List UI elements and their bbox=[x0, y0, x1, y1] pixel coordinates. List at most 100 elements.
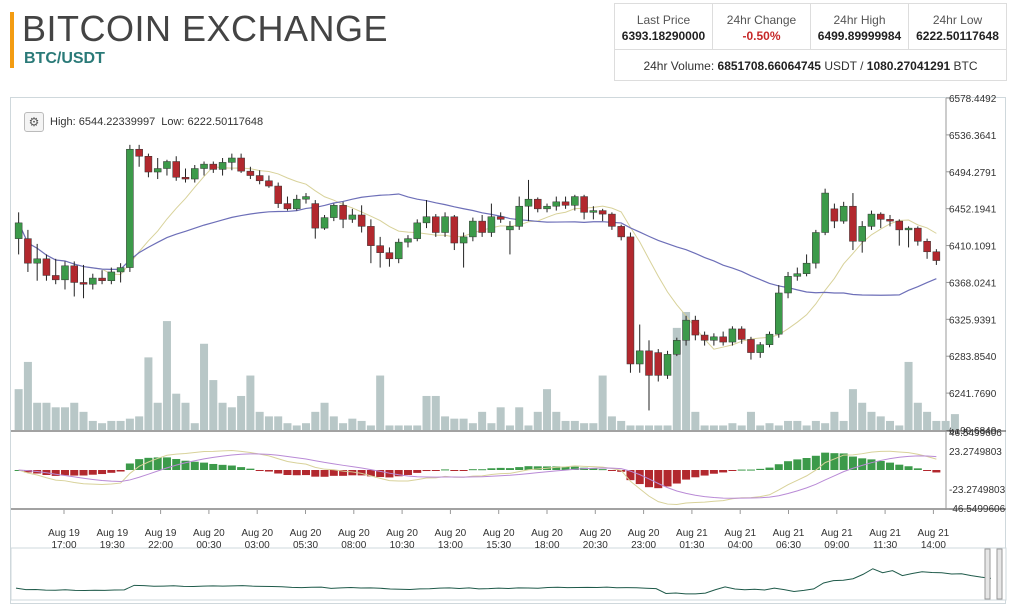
candle-body-97 bbox=[914, 227, 922, 242]
x-tick-date-16: Aug 21 bbox=[821, 528, 853, 539]
volume-bar-49 bbox=[468, 423, 477, 430]
candle-body-30 bbox=[292, 198, 301, 210]
x-tick-time-18: 14:00 bbox=[921, 540, 946, 551]
price-tick-label-3: 6452.1941 bbox=[949, 205, 997, 216]
price-tick-label-8: 6241.7690 bbox=[949, 389, 997, 400]
macd-histogram-bar-98 bbox=[923, 470, 932, 471]
candle-body-40 bbox=[385, 252, 394, 260]
volume-bar-46 bbox=[441, 416, 450, 430]
candle-body-8 bbox=[89, 277, 97, 285]
x-tick-time-3: 00:30 bbox=[196, 540, 221, 551]
candle-body-73 bbox=[691, 319, 700, 336]
macd-tick-label-3: -46.5499606 bbox=[949, 504, 1006, 515]
candle-body-1 bbox=[24, 238, 32, 264]
chart-high-low: ⚙ High: 6544.22339997 Low: 6222.50117648 bbox=[24, 112, 263, 132]
macd-histogram-bar-14 bbox=[144, 457, 153, 470]
macd-histogram-bar-39 bbox=[376, 470, 385, 478]
macd-histogram-bar-36 bbox=[348, 470, 357, 476]
price-tick-label-9: 6199.6840 bbox=[949, 426, 997, 437]
candle-body-91 bbox=[858, 226, 866, 242]
candle-body-24 bbox=[237, 157, 245, 172]
volume-bar-52 bbox=[496, 407, 505, 430]
volume-bar-32 bbox=[311, 411, 320, 430]
volume-bar-64 bbox=[607, 416, 616, 430]
x-tick-date-9: Aug 20 bbox=[483, 528, 515, 539]
candle-body-54 bbox=[515, 205, 523, 227]
macd-histogram-bar-69 bbox=[654, 470, 663, 489]
candle-body-25 bbox=[246, 170, 255, 176]
macd-histogram-bar-82 bbox=[774, 464, 783, 470]
volume-bar-17 bbox=[172, 393, 181, 430]
volume-bar-72 bbox=[682, 312, 691, 430]
candle-body-55 bbox=[524, 198, 533, 207]
chart-panel[interactable] bbox=[10, 97, 1006, 604]
candle-body-93 bbox=[876, 213, 885, 220]
x-tick-date-3: Aug 20 bbox=[193, 528, 225, 539]
volume-bar-25 bbox=[246, 375, 255, 430]
navigator-handle-right bbox=[996, 548, 1003, 600]
stat-volume-label: 24hr Volume: bbox=[643, 59, 715, 73]
volume-bar-77 bbox=[728, 423, 737, 430]
candle-body-76 bbox=[719, 336, 727, 343]
volume-bar-48 bbox=[459, 418, 468, 430]
gear-icon[interactable]: ⚙ bbox=[24, 112, 44, 132]
macd-histogram-bar-75 bbox=[709, 470, 718, 474]
candle-body-90 bbox=[849, 205, 857, 242]
stat-change: 24hr Change -0.50% bbox=[713, 4, 811, 49]
ma-long-line bbox=[18, 193, 937, 296]
candle-body-82 bbox=[775, 292, 783, 335]
candle-body-71 bbox=[673, 340, 681, 355]
macd-histogram-bar-86 bbox=[811, 455, 820, 470]
chart-low-label: Low: 6222.50117648 bbox=[161, 116, 264, 128]
macd-histogram-bar-85 bbox=[802, 458, 811, 470]
macd-histogram-bar-42 bbox=[403, 470, 412, 475]
candle-body-18 bbox=[181, 177, 190, 180]
x-tick-date-10: Aug 20 bbox=[531, 528, 563, 539]
volume-bar-91 bbox=[858, 402, 867, 430]
x-tick-time-11: 20:30 bbox=[583, 540, 608, 551]
macd-histogram-bar-92 bbox=[867, 459, 876, 470]
volume-bar-69 bbox=[654, 425, 663, 430]
macd-histogram-bar-96 bbox=[904, 466, 913, 470]
volume-bar-21 bbox=[209, 380, 218, 430]
volume-bar-99 bbox=[932, 420, 941, 430]
candle-body-45 bbox=[432, 216, 440, 233]
macd-line bbox=[18, 449, 937, 506]
candle-body-20 bbox=[200, 163, 208, 169]
candle-body-65 bbox=[617, 226, 625, 238]
candle-body-64 bbox=[608, 213, 616, 227]
macd-histogram-bar-6 bbox=[70, 470, 79, 476]
volume-bar-80 bbox=[756, 425, 765, 430]
candle-body-4 bbox=[51, 275, 60, 281]
volume-bar-29 bbox=[283, 423, 292, 430]
candle-body-33 bbox=[320, 217, 329, 229]
macd-histogram-bar-46 bbox=[441, 469, 450, 471]
volume-bar-81 bbox=[765, 423, 774, 430]
stat-high-label: 24hr High bbox=[833, 13, 886, 27]
macd-histogram-bar-21 bbox=[209, 463, 218, 470]
volume-bar-100 bbox=[941, 420, 950, 430]
candle-body-10 bbox=[107, 271, 116, 281]
x-tick-date-13: Aug 21 bbox=[676, 528, 708, 539]
volume-bar-42 bbox=[403, 425, 412, 430]
x-tick-date-4: Aug 20 bbox=[241, 528, 273, 539]
candle-body-31 bbox=[302, 196, 310, 200]
macd-histogram-bar-58 bbox=[552, 466, 561, 470]
x-tick-time-14: 04:00 bbox=[728, 540, 753, 551]
macd-histogram-bar-93 bbox=[876, 460, 885, 470]
volume-bar-96 bbox=[904, 361, 913, 430]
volume-bar-35 bbox=[339, 423, 348, 430]
stat-change-value: -0.50% bbox=[742, 29, 781, 43]
macd-histogram-bar-87 bbox=[821, 452, 830, 470]
candle-body-96 bbox=[904, 227, 913, 231]
volume-bar-70 bbox=[663, 425, 672, 430]
candle-body-57 bbox=[543, 205, 551, 210]
x-tick-time-9: 15:30 bbox=[486, 540, 511, 551]
volume-bar-88 bbox=[830, 411, 839, 430]
macd-histogram-bar-38 bbox=[366, 470, 375, 477]
macd-histogram-bar-33 bbox=[320, 470, 329, 477]
macd-histogram-bar-74 bbox=[700, 470, 709, 476]
ma-short-line bbox=[18, 166, 937, 350]
macd-histogram-bar-73 bbox=[691, 470, 700, 478]
